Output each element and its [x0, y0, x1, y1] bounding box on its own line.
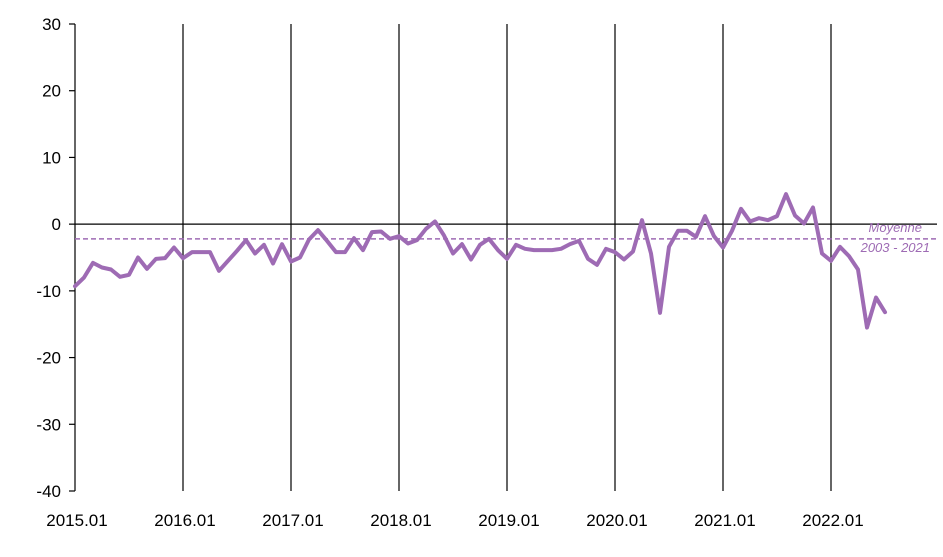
y-tick-label: 20: [42, 82, 61, 101]
y-tick-label: -40: [36, 482, 61, 501]
vertical-gridlines: [182, 24, 832, 491]
average-label-line2: 2003 - 2021: [860, 240, 930, 255]
x-tick-label: 2020.01: [586, 511, 647, 530]
average-label-line1: Moyenne: [869, 220, 922, 235]
x-axis-ticks: 2015.01 2016.01 2017.01 2018.01 2019.01 2020.…: [46, 511, 863, 530]
x-tick-label: 2021.01: [694, 511, 755, 530]
y-tick-label: 30: [42, 15, 61, 34]
y-tick-label: 0: [52, 215, 61, 234]
axes: [74, 24, 937, 491]
x-tick-label: 2019.01: [478, 511, 539, 530]
y-tick-label: -10: [36, 282, 61, 301]
series-line: [73, 192, 887, 330]
x-tick-label: 2017.01: [262, 511, 323, 530]
y-tick-label: -30: [36, 415, 61, 434]
x-tick-label: 2022.01: [802, 511, 863, 530]
x-tick-label: 2018.01: [370, 511, 431, 530]
y-axis-ticks: 30 20 10 0 -10 -20 -30 -40: [36, 15, 75, 501]
x-tick-label: 2016.01: [154, 511, 215, 530]
y-tick-label: 10: [42, 148, 61, 167]
y-tick-label: -20: [36, 349, 61, 368]
x-tick-label: 2015.01: [46, 511, 107, 530]
